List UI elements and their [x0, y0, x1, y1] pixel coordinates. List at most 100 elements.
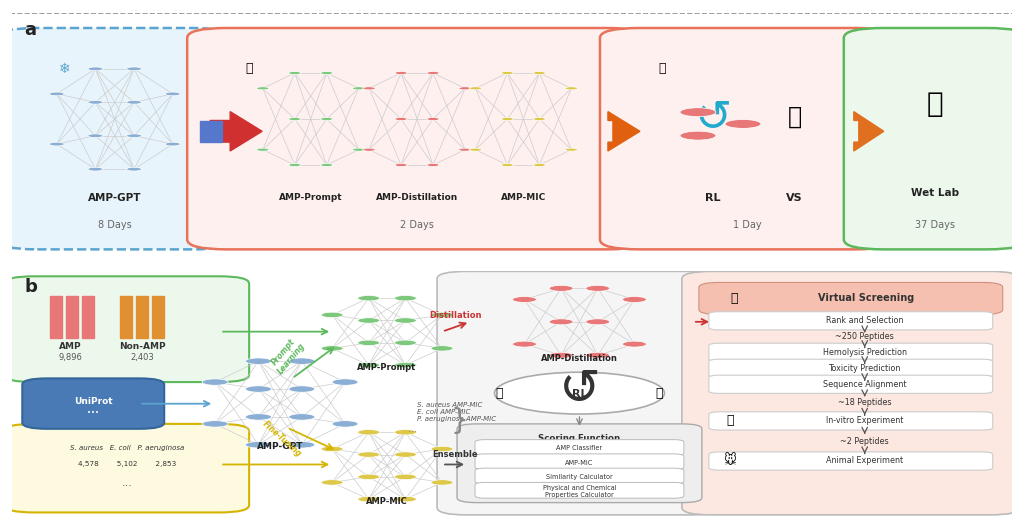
Circle shape	[395, 163, 408, 167]
Text: ~2 Peptides: ~2 Peptides	[841, 436, 889, 445]
Circle shape	[725, 120, 761, 129]
Circle shape	[332, 379, 358, 385]
Circle shape	[289, 386, 314, 392]
Circle shape	[534, 163, 546, 167]
Circle shape	[256, 148, 269, 151]
Circle shape	[321, 71, 333, 75]
FancyBboxPatch shape	[844, 28, 1024, 249]
Text: Prompt
Learning: Prompt Learning	[267, 334, 307, 376]
Text: }: }	[451, 407, 468, 435]
Text: AMP: AMP	[59, 342, 82, 351]
Circle shape	[549, 319, 573, 325]
Text: Animal Experiment: Animal Experiment	[826, 457, 903, 466]
FancyArrow shape	[854, 112, 884, 151]
FancyBboxPatch shape	[709, 375, 992, 394]
Circle shape	[88, 101, 103, 104]
Circle shape	[165, 142, 180, 146]
FancyBboxPatch shape	[0, 267, 1024, 522]
Text: AMP-Distillation: AMP-Distillation	[541, 354, 617, 363]
Circle shape	[394, 474, 417, 480]
Circle shape	[623, 341, 646, 347]
Bar	[153, 296, 164, 338]
FancyBboxPatch shape	[682, 271, 1020, 515]
FancyBboxPatch shape	[475, 468, 684, 484]
Circle shape	[395, 71, 408, 75]
Circle shape	[127, 67, 141, 71]
Text: 🎯: 🎯	[496, 387, 503, 399]
Circle shape	[322, 446, 343, 452]
Circle shape	[362, 148, 376, 151]
Bar	[50, 296, 62, 338]
Text: 9,896: 9,896	[58, 353, 82, 362]
FancyBboxPatch shape	[475, 454, 684, 470]
Text: ↺: ↺	[558, 366, 600, 414]
Circle shape	[512, 341, 537, 347]
Text: AMP-MIC: AMP-MIC	[501, 193, 546, 202]
Circle shape	[322, 312, 343, 317]
Text: ↺: ↺	[694, 97, 731, 141]
Circle shape	[495, 372, 665, 414]
Text: 🔬: 🔬	[726, 414, 733, 427]
FancyBboxPatch shape	[709, 359, 992, 377]
Circle shape	[469, 87, 481, 90]
Circle shape	[289, 163, 301, 167]
Text: 4,578        5,102        2,853: 4,578 5,102 2,853	[78, 461, 176, 467]
Text: b: b	[25, 278, 37, 296]
Circle shape	[469, 148, 481, 151]
Circle shape	[586, 352, 609, 358]
FancyBboxPatch shape	[709, 312, 992, 330]
Circle shape	[427, 71, 439, 75]
Text: ❄: ❄	[59, 62, 71, 76]
Text: Physical and Chemical
Properties Calculator: Physical and Chemical Properties Calcula…	[543, 485, 616, 498]
Circle shape	[394, 296, 417, 301]
Text: Wet Lab: Wet Lab	[911, 188, 959, 198]
Text: 🏺: 🏺	[927, 90, 943, 118]
Circle shape	[565, 87, 578, 90]
Circle shape	[431, 446, 453, 452]
Circle shape	[680, 108, 716, 116]
Text: 2,403: 2,403	[130, 353, 154, 362]
Circle shape	[49, 142, 65, 146]
FancyBboxPatch shape	[437, 271, 722, 515]
Circle shape	[501, 117, 514, 121]
Circle shape	[352, 87, 365, 90]
Circle shape	[88, 134, 103, 138]
Text: 🐭: 🐭	[723, 454, 736, 467]
Circle shape	[534, 71, 546, 75]
Circle shape	[357, 452, 380, 457]
Circle shape	[289, 358, 314, 364]
Text: ...: ...	[408, 424, 417, 434]
Text: 1 Day: 1 Day	[733, 220, 762, 230]
Bar	[136, 296, 148, 338]
Circle shape	[321, 117, 333, 121]
Text: ~250 Peptides: ~250 Peptides	[836, 332, 894, 341]
FancyBboxPatch shape	[0, 13, 1024, 262]
Circle shape	[394, 452, 417, 457]
Text: 🔥: 🔥	[245, 62, 253, 76]
Text: In-vitro Experiment: In-vitro Experiment	[826, 416, 903, 425]
Circle shape	[362, 87, 376, 90]
Circle shape	[394, 430, 417, 435]
Circle shape	[352, 148, 365, 151]
Circle shape	[586, 319, 609, 325]
Circle shape	[427, 163, 439, 167]
Text: RL: RL	[706, 193, 721, 203]
Circle shape	[586, 286, 609, 291]
FancyBboxPatch shape	[709, 343, 992, 361]
FancyBboxPatch shape	[457, 424, 701, 503]
Circle shape	[431, 345, 453, 351]
Circle shape	[357, 340, 380, 345]
Text: AMP-Distillation: AMP-Distillation	[376, 193, 458, 202]
Text: UniProt: UniProt	[74, 397, 113, 406]
FancyBboxPatch shape	[709, 412, 992, 430]
FancyBboxPatch shape	[23, 378, 164, 429]
Circle shape	[289, 117, 301, 121]
Circle shape	[680, 131, 716, 140]
Circle shape	[565, 148, 578, 151]
Circle shape	[394, 362, 417, 368]
Text: ~18 Peptides: ~18 Peptides	[838, 398, 892, 407]
FancyBboxPatch shape	[4, 276, 249, 382]
FancyBboxPatch shape	[0, 28, 232, 249]
Text: S. aureus AMP-MIC
E. coli AMP-MIC
P. aeruginosa AMP-MIC: S. aureus AMP-MIC E. coli AMP-MIC P. aer…	[417, 402, 497, 422]
Circle shape	[88, 167, 103, 171]
